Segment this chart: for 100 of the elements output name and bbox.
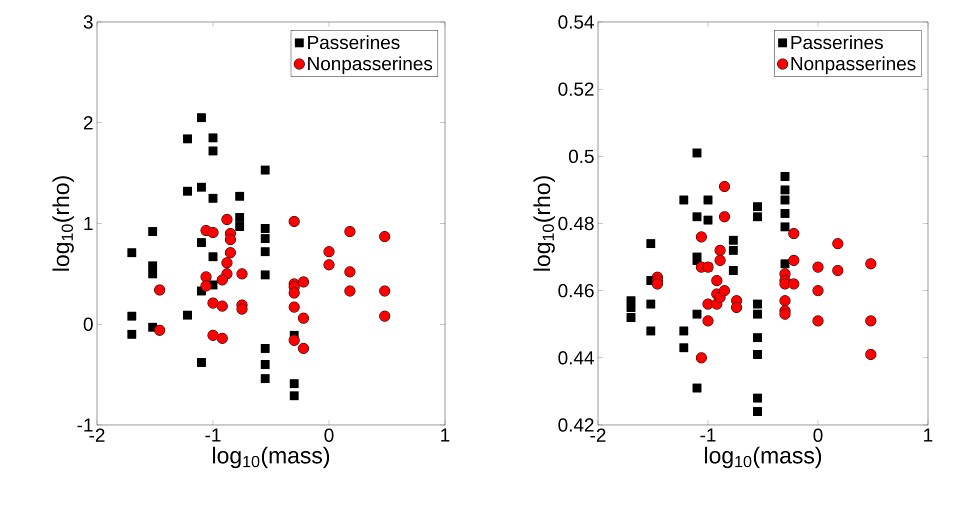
point xyxy=(788,228,800,240)
point xyxy=(780,196,790,204)
legend-label: Nonpasserines xyxy=(308,56,432,74)
point xyxy=(379,310,390,322)
point xyxy=(646,326,656,336)
point xyxy=(288,334,300,346)
point xyxy=(288,216,300,228)
point xyxy=(626,313,636,322)
point xyxy=(692,212,702,222)
point xyxy=(728,246,738,255)
point xyxy=(323,246,335,258)
point xyxy=(154,324,166,336)
point xyxy=(780,259,790,268)
point xyxy=(260,270,270,280)
point xyxy=(714,244,726,256)
x-axis-title: log$_{10}$(mass) xyxy=(705,446,822,468)
point xyxy=(260,360,270,369)
point xyxy=(780,208,790,218)
point xyxy=(148,269,158,278)
point xyxy=(812,285,824,296)
point xyxy=(731,302,742,313)
legend-label: Passerines xyxy=(308,35,400,50)
point xyxy=(196,182,206,192)
point xyxy=(290,391,299,400)
point xyxy=(200,271,212,282)
point xyxy=(216,332,228,344)
y-tick-label: 0.54 xyxy=(558,15,594,29)
x-tick-label: 0 xyxy=(813,428,823,442)
point xyxy=(207,298,219,309)
point xyxy=(711,275,722,286)
y-tick-label: 0 xyxy=(84,318,93,331)
point xyxy=(753,333,762,342)
x-tick-label: -1 xyxy=(205,428,220,442)
point xyxy=(832,264,844,276)
point xyxy=(196,113,206,122)
point xyxy=(718,285,730,296)
point xyxy=(127,248,136,258)
point xyxy=(812,262,824,273)
point xyxy=(288,287,300,299)
point xyxy=(728,266,738,275)
y-tick-label: 3 xyxy=(84,15,93,29)
point xyxy=(208,194,218,203)
point xyxy=(753,310,762,319)
point xyxy=(714,254,726,266)
point xyxy=(183,310,192,320)
point xyxy=(221,214,232,226)
x-tick-label: 1 xyxy=(441,428,450,442)
point xyxy=(692,148,702,158)
point xyxy=(704,216,712,225)
y-axis-title: log$_{10}$(rho) xyxy=(52,176,74,271)
point xyxy=(260,224,270,233)
point xyxy=(224,247,236,258)
y-tick-label: 0.5 xyxy=(568,150,594,164)
point xyxy=(646,239,656,248)
point xyxy=(753,407,762,416)
point xyxy=(344,285,356,297)
legend-label: Nonpasserines xyxy=(791,56,916,74)
point xyxy=(718,180,730,192)
point xyxy=(692,310,702,319)
point xyxy=(298,342,310,354)
point xyxy=(216,300,228,312)
point xyxy=(379,285,390,297)
point xyxy=(260,247,270,256)
point xyxy=(236,304,248,315)
point xyxy=(780,172,790,181)
point xyxy=(221,257,232,268)
y-tick-label: 0.46 xyxy=(558,284,594,298)
point xyxy=(196,238,206,248)
x-tick-label: 1 xyxy=(924,428,932,442)
point xyxy=(260,166,270,175)
y-tick-label: 1 xyxy=(84,216,93,230)
point xyxy=(753,394,762,403)
point xyxy=(704,196,712,204)
point xyxy=(780,222,790,232)
point xyxy=(235,222,244,231)
point xyxy=(208,146,218,156)
point xyxy=(652,278,663,290)
point xyxy=(832,238,844,250)
point xyxy=(646,300,656,309)
point xyxy=(626,302,636,312)
point xyxy=(224,234,236,246)
point xyxy=(753,300,762,309)
point xyxy=(235,192,244,201)
point xyxy=(865,258,876,270)
point xyxy=(183,134,192,144)
point xyxy=(148,261,158,270)
point xyxy=(154,284,166,296)
point xyxy=(207,227,219,238)
point xyxy=(200,280,212,292)
point xyxy=(702,315,714,326)
point xyxy=(344,226,356,238)
x-tick-label: 0 xyxy=(324,428,334,442)
point xyxy=(753,350,762,359)
point xyxy=(323,259,335,270)
point xyxy=(260,374,270,384)
point xyxy=(298,312,310,324)
point xyxy=(260,234,270,244)
x-axis-title: log$_{10}$(mass) xyxy=(213,446,330,468)
point xyxy=(728,236,738,245)
point xyxy=(679,196,688,204)
